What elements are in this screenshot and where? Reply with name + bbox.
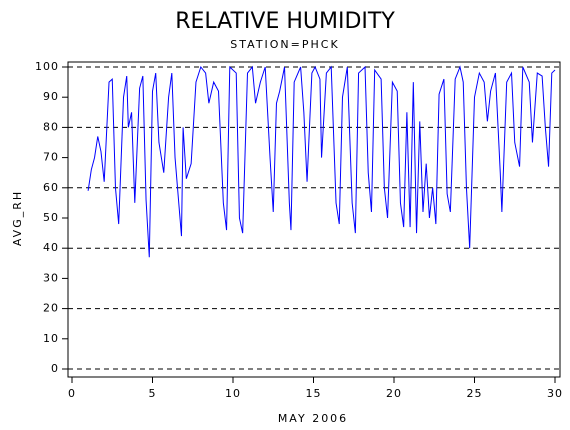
x-tick-label: 15 <box>306 387 322 400</box>
y-tick-label: 20 <box>43 302 59 315</box>
y-tick-label: 40 <box>43 241 59 254</box>
chart-subtitle: STATION=PHCK <box>230 38 339 51</box>
x-tick-label: 20 <box>386 387 402 400</box>
x-axis-label: MAY 2006 <box>278 412 348 425</box>
y-tick-label: 80 <box>43 120 59 133</box>
y-axis-label: AVG_RH <box>11 190 24 246</box>
chart-title: RELATIVE HUMIDITY <box>175 9 395 34</box>
y-tick-label: 0 <box>51 362 59 375</box>
x-tick-label: 5 <box>149 387 157 400</box>
x-tick-label: 0 <box>68 387 76 400</box>
x-tick-label: 30 <box>547 387 563 400</box>
x-tick-label: 10 <box>225 387 241 400</box>
data-line <box>87 65 556 258</box>
y-tick-label: 10 <box>43 332 59 345</box>
y-tick-label: 60 <box>43 181 59 194</box>
y-tick-label: 50 <box>43 211 59 224</box>
x-tick-label: 25 <box>467 387 483 400</box>
y-tick-label: 70 <box>43 151 59 164</box>
y-tick-label: 30 <box>43 271 59 284</box>
y-tick-label: 90 <box>43 90 59 103</box>
y-tick-label: 100 <box>35 60 59 73</box>
